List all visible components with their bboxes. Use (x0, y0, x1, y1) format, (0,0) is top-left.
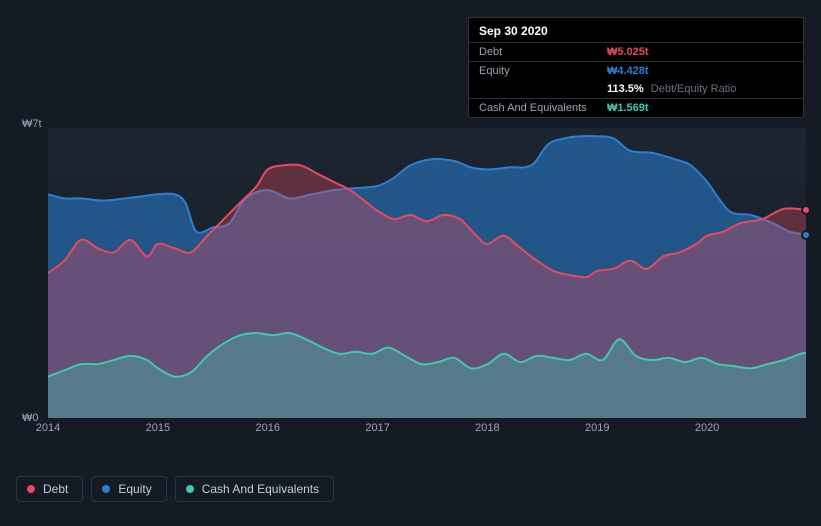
x-tick-2020: 2020 (695, 422, 719, 434)
tooltip-value-cash: ₩1.569t (607, 102, 649, 114)
tooltip-label-ratio (479, 83, 607, 95)
legend-item-debt[interactable]: Debt (16, 476, 83, 502)
legend-dot-icon (102, 485, 110, 493)
x-tick-2014: 2014 (36, 422, 60, 434)
chart-plot-area[interactable] (48, 128, 806, 418)
legend-item-equity[interactable]: Equity (91, 476, 166, 502)
tooltip-value-debt: ₩5.025t (607, 46, 649, 58)
tooltip-row-cash: Cash And Equivalents ₩1.569t (469, 98, 803, 117)
x-axis: 2014201520162017201820192020 (48, 422, 806, 442)
tooltip-value-equity: ₩4.428t (607, 65, 649, 77)
chart-tooltip: Sep 30 2020 Debt ₩5.025t Equity ₩4.428t … (468, 17, 804, 118)
legend-item-cash[interactable]: Cash And Equivalents (175, 476, 334, 502)
equity-end-marker (801, 230, 811, 240)
debt-equity-chart[interactable]: ₩7t ₩0 2014201520162017201820192020 (16, 120, 806, 440)
x-tick-2018: 2018 (475, 422, 499, 434)
tooltip-row-ratio: 113.5% Debt/Equity Ratio (469, 80, 803, 98)
tooltip-value-ratio: 113.5% Debt/Equity Ratio (607, 83, 736, 95)
legend-label: Cash And Equivalents (202, 482, 319, 496)
legend-dot-icon (27, 485, 35, 493)
chart-legend: Debt Equity Cash And Equivalents (16, 476, 334, 502)
legend-label: Equity (118, 482, 151, 496)
tooltip-row-equity: Equity ₩4.428t (469, 61, 803, 80)
tooltip-label-debt: Debt (479, 46, 607, 58)
tooltip-date: Sep 30 2020 (469, 18, 803, 42)
tooltip-row-debt: Debt ₩5.025t (469, 42, 803, 61)
legend-label: Debt (43, 482, 68, 496)
x-tick-2016: 2016 (255, 422, 279, 434)
y-axis-max: ₩7t (22, 118, 42, 130)
tooltip-ratio-sub: Debt/Equity Ratio (651, 83, 737, 95)
tooltip-ratio-percent: 113.5% (607, 83, 644, 95)
x-tick-2017: 2017 (365, 422, 389, 434)
tooltip-label-equity: Equity (479, 65, 607, 77)
debt-end-marker (801, 205, 811, 215)
legend-dot-icon (186, 485, 194, 493)
x-tick-2019: 2019 (585, 422, 609, 434)
chart-svg (48, 128, 806, 418)
x-tick-2015: 2015 (146, 422, 170, 434)
tooltip-label-cash: Cash And Equivalents (479, 102, 607, 114)
